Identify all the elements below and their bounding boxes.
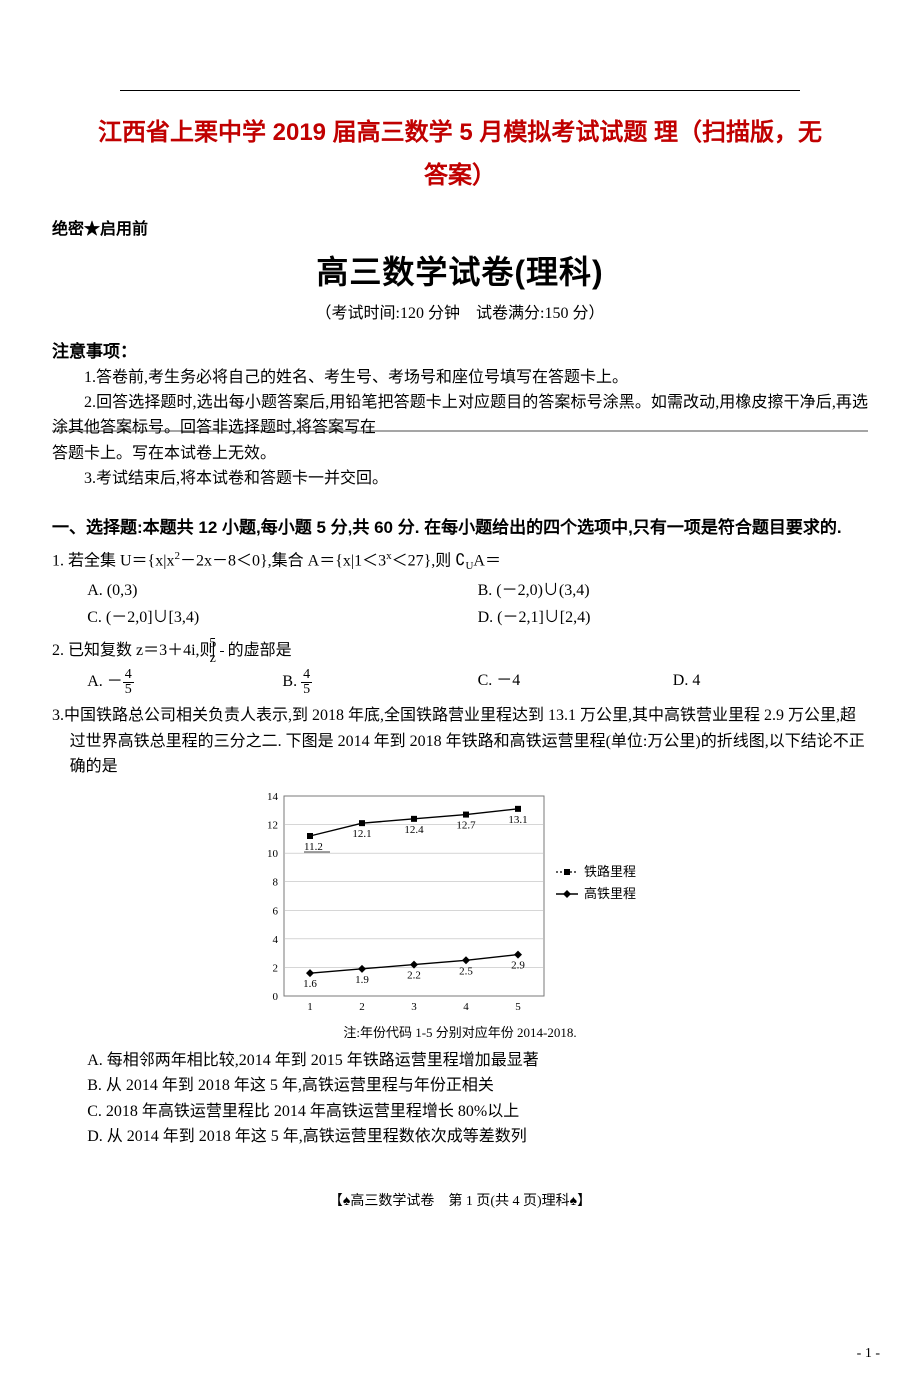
svg-text:13.1: 13.1 xyxy=(508,814,527,826)
q2-opt-d: D. 4 xyxy=(673,668,868,697)
svg-text:11.2: 11.2 xyxy=(304,841,323,853)
question-3: 3.中国铁路总公司相关负责人表示,到 2018 年底,全国铁路营业里程达到 13… xyxy=(40,703,880,1150)
page-number: - 1 - xyxy=(857,1346,880,1362)
q1-stem-a: 1. 若全集 U＝{x|x xyxy=(52,552,174,569)
notice-item-1: 1.答卷前,考生务必将自己的姓名、考生号、考场号和座位号填写在答题卡上。 xyxy=(52,366,868,391)
q3-stem: 3.中国铁路总公司相关负责人表示,到 2018 年底,全国铁路营业里程达到 13… xyxy=(70,703,868,780)
q1-opt-d: D. (－2,1]∪[2,4) xyxy=(478,605,868,631)
svg-text:4: 4 xyxy=(273,934,279,946)
q2-opt-a: A. －45 xyxy=(87,668,282,697)
q2-frac-d: z xyxy=(220,652,224,666)
q3-opt-c: C. 2018 年高铁运营里程比 2014 年高铁运营里程增长 80%以上 xyxy=(87,1099,868,1125)
q2-a-n: 4 xyxy=(123,668,134,683)
q2-b-n: 4 xyxy=(301,668,312,683)
q3-opt-b: B. 从 2014 年到 2018 年这 5 年,高铁运营里程与年份正相关 xyxy=(87,1073,868,1099)
exam-title: 高三数学试卷(理科) xyxy=(40,247,880,293)
q2-a-frac: 45 xyxy=(123,668,134,697)
doc-title: 江西省上栗中学 2019 届高三数学 5 月模拟考试试题 理（扫描版，无 答案） xyxy=(40,111,880,197)
svg-text:3: 3 xyxy=(411,1001,417,1013)
q3-options: A. 每相邻两年相比较,2014 年到 2015 年铁路运营里程增加最显著 B.… xyxy=(87,1048,868,1150)
q2-b-pre: B. xyxy=(282,673,301,690)
q2-opt-b: B. 45 xyxy=(282,668,477,697)
q2-frac-n: 5 xyxy=(220,637,224,652)
page-footer: 【♠高三数学试卷 第 1 页(共 4 页)理科♠】 xyxy=(40,1190,880,1210)
q1-stem-b: －2x－8＜0},集合 A＝{x|1＜3 xyxy=(180,552,386,569)
section-1-heading: 一、选择题:本题共 12 小题,每小题 5 分,共 60 分. 在每小题给出的四… xyxy=(96,515,880,541)
svg-text:5: 5 xyxy=(515,1001,521,1013)
q2-b-d: 5 xyxy=(301,683,312,697)
svg-text:14: 14 xyxy=(267,791,279,803)
svg-text:10: 10 xyxy=(267,848,279,860)
exam-timing: （考试时间:120 分钟 试卷满分:150 分） xyxy=(40,299,880,323)
q3-chart: 024681012141234511.212.112.412.713.11.61… xyxy=(250,788,670,1044)
q2-b-frac: 45 xyxy=(301,668,312,697)
svg-text:8: 8 xyxy=(273,876,279,888)
secret-mark: 绝密★启用前 xyxy=(52,215,880,239)
svg-text:2: 2 xyxy=(359,1001,365,1013)
notice-item-2b: 答题卡上。写在本试卷上无效。 xyxy=(52,442,868,467)
notice-item-2: 2.回答选择题时,选出每小题答案后,用铅笔把答题卡上对应题目的答案标号涂黑。如需… xyxy=(52,391,868,441)
question-1: 1. 若全集 U＝{x|x2－2x－8＜0},集合 A＝{x|1＜3x＜27},… xyxy=(40,548,880,631)
svg-text:2.9: 2.9 xyxy=(511,959,525,971)
svg-text:12: 12 xyxy=(267,819,278,831)
q2-fraction: 5z xyxy=(220,637,224,666)
q1-stem-c: ＜27},则 xyxy=(392,552,456,569)
q1-opt-c: C. (－2,0]∪[3,4) xyxy=(87,605,477,631)
q2-a-d: 5 xyxy=(123,683,134,697)
notice-body: 1.答卷前,考生务必将自己的姓名、考生号、考场号和座位号填写在答题卡上。 2.回… xyxy=(40,366,880,491)
doc-title-line2: 答案） xyxy=(60,154,860,197)
svg-text:12.4: 12.4 xyxy=(404,824,424,836)
top-rule xyxy=(120,90,800,91)
notice-item-3: 3.考试结束后,将本试卷和答题卡一并交回。 xyxy=(52,467,868,492)
svg-text:1: 1 xyxy=(307,1001,313,1013)
svg-text:12.1: 12.1 xyxy=(352,828,371,840)
svg-text:2.5: 2.5 xyxy=(459,965,473,977)
q3-opt-d: D. 从 2014 年到 2018 年这 5 年,高铁运营里程数依次成等差数列 xyxy=(87,1124,868,1150)
q3-opt-a: A. 每相邻两年相比较,2014 年到 2015 年铁路运营里程增加最显著 xyxy=(87,1048,868,1074)
q2-stem-a: 2. 已知复数 z＝3＋4i,则 xyxy=(52,642,216,659)
q1-complement: ∁U xyxy=(455,552,473,569)
svg-text:0: 0 xyxy=(273,991,279,1003)
q1-stem: 1. 若全集 U＝{x|x2－2x－8＜0},集合 A＝{x|1＜3x＜27},… xyxy=(70,548,868,576)
svg-text:4: 4 xyxy=(463,1001,469,1013)
scan-line xyxy=(52,430,868,432)
chart-note: 注:年份代码 1-5 分别对应年份 2014-2018. xyxy=(250,1023,670,1044)
svg-text:6: 6 xyxy=(273,905,279,917)
svg-text:铁路里程: 铁路里程 xyxy=(584,864,636,879)
q1-opt-a: A. (0,3) xyxy=(87,578,477,604)
q2-stem-b: 的虚部是 xyxy=(228,642,292,659)
q2-opt-c: C. －4 xyxy=(478,668,673,697)
line-chart: 024681012141234511.212.112.412.713.11.61… xyxy=(250,788,670,1023)
q1-opt-b: B. (－2,0)∪(3,4) xyxy=(478,578,868,604)
svg-text:12.7: 12.7 xyxy=(456,819,476,831)
notice-heading: 注意事项： xyxy=(52,337,880,362)
q1-stem-d: A＝ xyxy=(473,552,501,569)
svg-text:2.2: 2.2 xyxy=(407,969,421,981)
svg-text:1.6: 1.6 xyxy=(303,978,317,990)
svg-text:1.9: 1.9 xyxy=(355,974,369,986)
doc-title-line1: 江西省上栗中学 2019 届高三数学 5 月模拟考试试题 理（扫描版，无 xyxy=(60,111,860,154)
q2-a-pre: A. － xyxy=(87,673,123,690)
question-2: 2. 已知复数 z＝3＋4i,则 5z 的虚部是 A. －45 B. 45 C.… xyxy=(40,637,880,697)
q2-stem: 2. 已知复数 z＝3＋4i,则 5z 的虚部是 xyxy=(70,637,868,666)
svg-text:2: 2 xyxy=(273,962,279,974)
svg-text:高铁里程: 高铁里程 xyxy=(584,886,636,901)
